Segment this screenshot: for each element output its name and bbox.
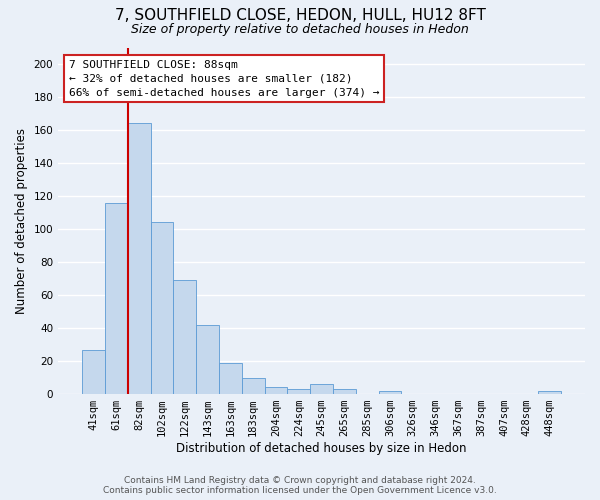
Bar [196,325,219,394]
Bar [242,378,265,394]
Bar [151,222,173,394]
Bar [219,362,242,394]
Text: 7 SOUTHFIELD CLOSE: 88sqm
← 32% of detached houses are smaller (182)
66% of semi: 7 SOUTHFIELD CLOSE: 88sqm ← 32% of detac… [69,60,379,98]
Bar [538,391,561,394]
X-axis label: Distribution of detached houses by size in Hedon: Distribution of detached houses by size … [176,442,467,455]
Bar [333,389,356,394]
Y-axis label: Number of detached properties: Number of detached properties [15,128,28,314]
Bar [105,202,128,394]
Bar [379,391,401,394]
Text: 7, SOUTHFIELD CLOSE, HEDON, HULL, HU12 8FT: 7, SOUTHFIELD CLOSE, HEDON, HULL, HU12 8… [115,8,485,22]
Bar [310,384,333,394]
Text: Size of property relative to detached houses in Hedon: Size of property relative to detached ho… [131,22,469,36]
Bar [287,389,310,394]
Text: Contains HM Land Registry data © Crown copyright and database right 2024.
Contai: Contains HM Land Registry data © Crown c… [103,476,497,495]
Bar [173,280,196,394]
Bar [82,350,105,394]
Bar [265,388,287,394]
Bar [128,124,151,394]
